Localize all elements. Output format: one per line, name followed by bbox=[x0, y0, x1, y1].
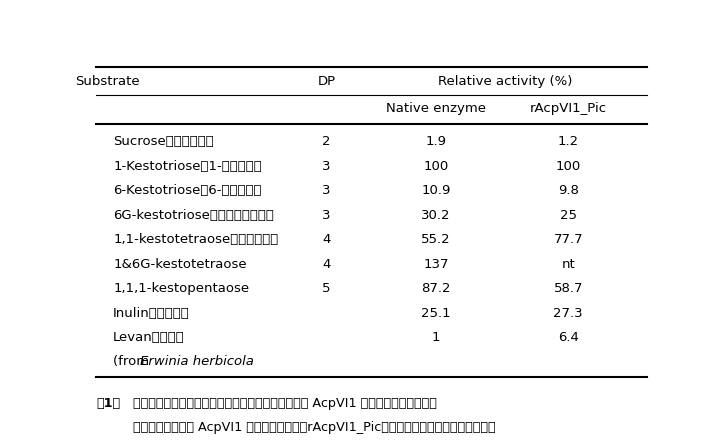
Text: nt: nt bbox=[561, 258, 575, 271]
Text: 58.7: 58.7 bbox=[553, 282, 583, 295]
Text: 6.4: 6.4 bbox=[558, 331, 579, 344]
Text: 77.7: 77.7 bbox=[553, 233, 583, 246]
Text: 1,1,1-kestopentaose: 1,1,1-kestopentaose bbox=[113, 282, 249, 295]
Text: 27.3: 27.3 bbox=[553, 306, 583, 320]
Text: DP: DP bbox=[318, 75, 336, 88]
Text: 1-Kestotriose　1-ケストース: 1-Kestotriose 1-ケストース bbox=[113, 160, 262, 173]
Text: 1: 1 bbox=[432, 331, 440, 344]
Text: 6G-kestotriose　ネオケストース: 6G-kestotriose ネオケストース bbox=[113, 209, 274, 222]
Text: Levan　レバン: Levan レバン bbox=[113, 331, 185, 344]
Text: 137: 137 bbox=[423, 258, 449, 271]
Text: 6-Kestotriose　6-ケストース: 6-Kestotriose 6-ケストース bbox=[113, 184, 262, 197]
Text: 9.8: 9.8 bbox=[558, 184, 579, 197]
Text: Substrate: Substrate bbox=[75, 75, 140, 88]
Text: 1.2: 1.2 bbox=[558, 135, 579, 148]
Text: 3: 3 bbox=[323, 184, 331, 197]
Text: 3: 3 bbox=[323, 209, 331, 222]
Text: 55.2: 55.2 bbox=[421, 233, 451, 246]
Text: 図1．: 図1． bbox=[96, 397, 120, 410]
Text: 100: 100 bbox=[423, 160, 449, 173]
Text: 酵母で発現させた AcpVI1 組換えタンパク（rAcpVI1_Pic）の基質特異性は、タマネギから: 酵母で発現させた AcpVI1 組換えタンパク（rAcpVI1_Pic）の基質特… bbox=[133, 421, 495, 434]
Text: Sucrose　スクロース: Sucrose スクロース bbox=[113, 135, 214, 148]
Text: 5: 5 bbox=[323, 282, 331, 295]
Text: 87.2: 87.2 bbox=[421, 282, 451, 295]
Text: 1&6G-kestotetraose: 1&6G-kestotetraose bbox=[113, 258, 246, 271]
Text: 30.2: 30.2 bbox=[421, 209, 451, 222]
Text: 25.1: 25.1 bbox=[421, 306, 451, 320]
Text: 25: 25 bbox=[560, 209, 576, 222]
Text: Relative activity (%): Relative activity (%) bbox=[438, 75, 572, 88]
Text: 1,1-kestotetraose　ニストース: 1,1-kestotetraose ニストース bbox=[113, 233, 278, 246]
Text: 2: 2 bbox=[323, 135, 331, 148]
Text: 10.9: 10.9 bbox=[421, 184, 451, 197]
Text: (from: (from bbox=[113, 355, 154, 368]
Text: 100: 100 bbox=[555, 160, 581, 173]
Text: 4: 4 bbox=[323, 233, 331, 246]
Text: rAcpVI1_Pic: rAcpVI1_Pic bbox=[530, 102, 607, 116]
Text: Native enzyme: Native enzyme bbox=[386, 102, 486, 116]
Text: 4: 4 bbox=[323, 258, 331, 271]
Text: 3: 3 bbox=[323, 160, 331, 173]
Text: Inulin　イヌリン: Inulin イヌリン bbox=[113, 306, 190, 320]
Text: Erwinia herbicola: Erwinia herbicola bbox=[139, 355, 253, 368]
Text: 1.9: 1.9 bbox=[426, 135, 447, 148]
Text: タマネギから精製したフルクタン分解酵素と組換え AcpVI1 の基質特異性の比較。: タマネギから精製したフルクタン分解酵素と組換え AcpVI1 の基質特異性の比較… bbox=[133, 397, 436, 410]
